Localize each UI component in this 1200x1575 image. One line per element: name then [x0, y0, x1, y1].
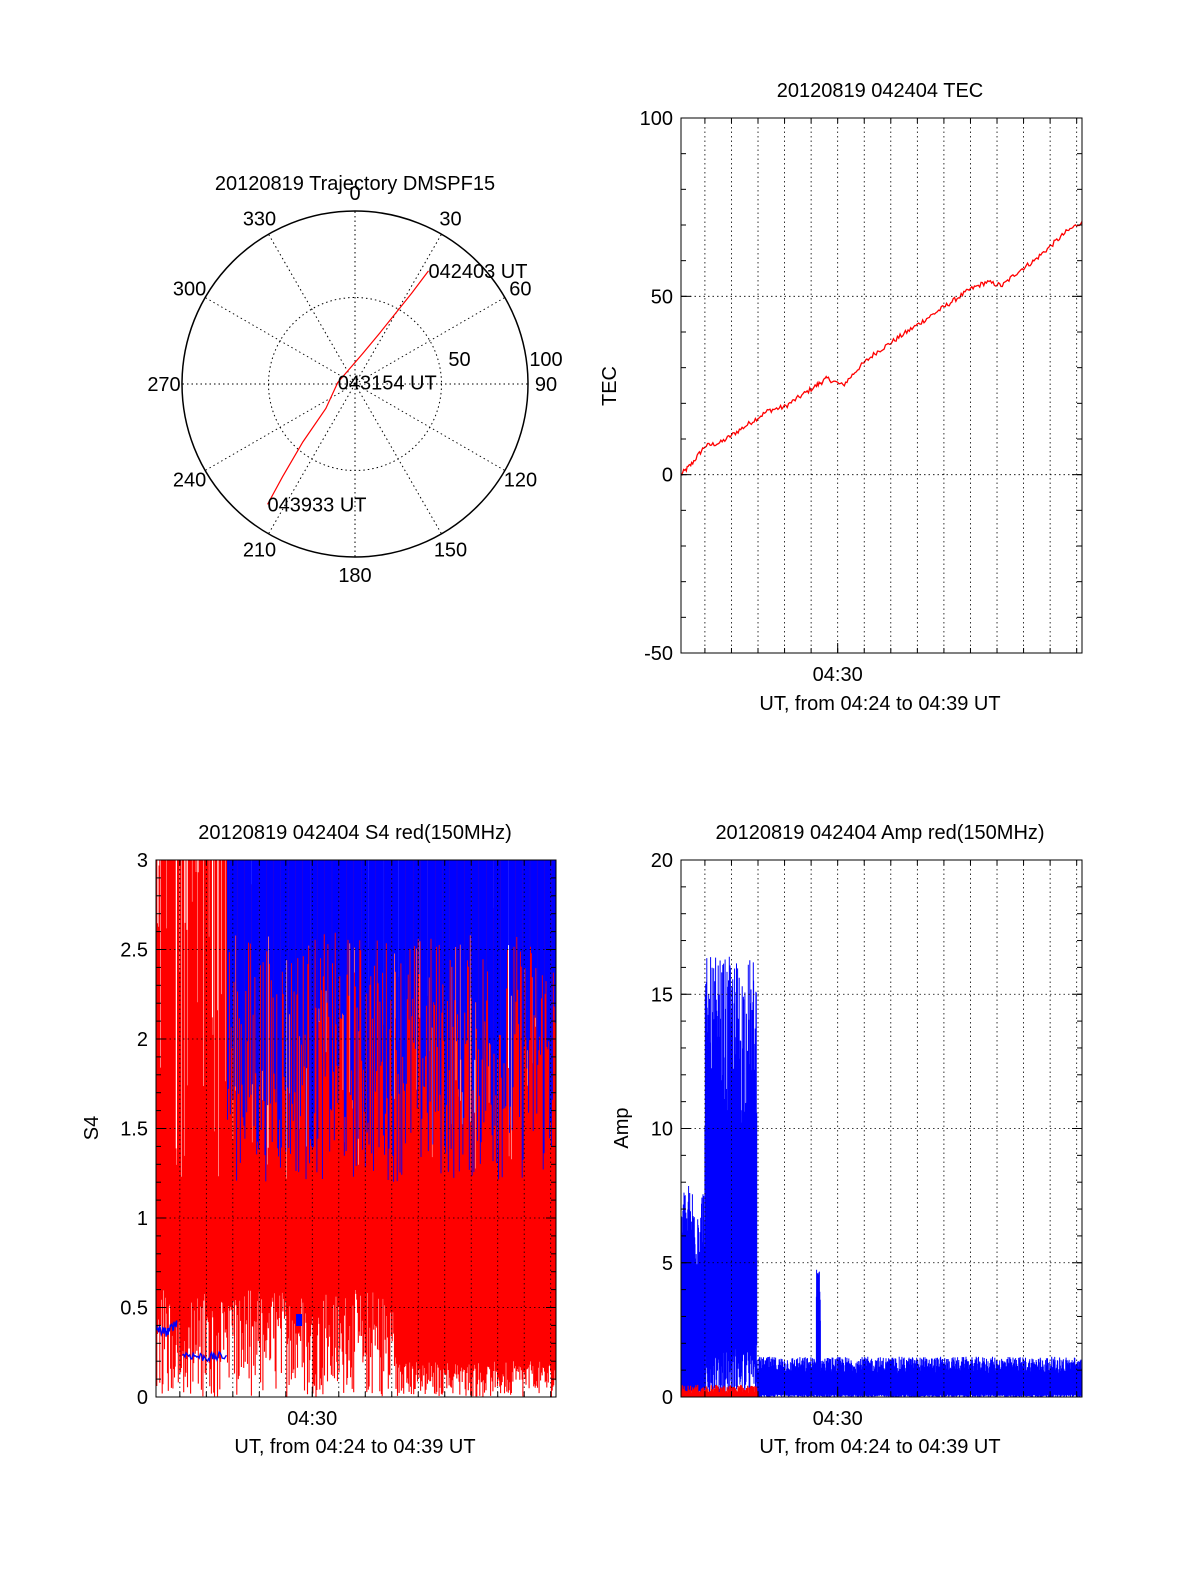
amp-blue-block — [681, 1186, 706, 1397]
trajectory-annotation: 043933 UT — [268, 494, 367, 516]
amp-panel: 20120819 042404 Amp red(150MHz) Amp UT, … — [611, 822, 1083, 1458]
y-tick-label: 0.5 — [120, 1298, 148, 1320]
s4-ylabel: S4 — [81, 1116, 103, 1140]
polar-radial-label-50: 50 — [448, 349, 470, 371]
y-tick-label: 0 — [662, 465, 673, 487]
amp-blue-block — [704, 956, 758, 1397]
polar-grid — [181, 210, 529, 558]
plot-series-layer — [681, 221, 1082, 476]
polar-angle-label-180: 180 — [338, 565, 371, 587]
y-tick-label: 5 — [662, 1253, 673, 1275]
polar-spoke — [268, 233, 356, 385]
polar-spoke — [354, 297, 506, 385]
x-tick-label: 04:30 — [287, 1408, 337, 1430]
x-tick-label: 04:30 — [813, 1408, 863, 1430]
polar-angle-label-90: 90 — [535, 374, 557, 396]
y-tick-label: 20 — [651, 850, 673, 872]
plot-series-layer — [681, 956, 1082, 1397]
trajectory-annotation: 042403 UT — [428, 261, 527, 283]
polar-angle-label-150: 150 — [434, 539, 467, 561]
y-tick-label: 3 — [137, 850, 148, 872]
tec-panel: 20120819 042404 TEC TEC UT, from 04:24 t… — [599, 80, 1083, 715]
s4-plot-area: 0 0.5 1 1.5 2 2.5 3 04:30 — [120, 850, 557, 1430]
y-tick-label: 1 — [137, 1208, 148, 1230]
tec-xlabel: UT, from 04:24 to 04:39 UT — [759, 693, 1000, 715]
s4-blue-series — [227, 860, 556, 1182]
y-tick-label: 2 — [137, 1029, 148, 1051]
tec-ylabel: TEC — [599, 366, 621, 406]
trajectory-annotation: 043154 UT — [338, 372, 437, 394]
x-tick-label: 04:30 — [813, 664, 863, 686]
polar-outer-circle — [181, 210, 529, 558]
y-tick-label: 2.5 — [120, 940, 148, 962]
plot-frame — [680, 117, 1083, 654]
tec-plot-area: -50 0 50 100 04:30 — [640, 108, 1083, 686]
trajectory-annotations: 042403 UT 043154 UT 043933 UT — [268, 261, 528, 517]
polar-angle-label-210: 210 — [243, 539, 276, 561]
amp-blue-block — [815, 1269, 821, 1397]
polar-spoke — [354, 383, 442, 535]
amp-red-series — [681, 1384, 759, 1397]
polar-angle-label-60: 60 — [509, 279, 531, 301]
grid-layer — [681, 118, 1082, 653]
y-tick-label: 15 — [651, 984, 673, 1006]
y-tick-label: -50 — [644, 643, 673, 665]
plot-series-layer — [156, 860, 556, 1397]
s4-title: 20120819 042404 S4 red(150MHz) — [198, 822, 512, 844]
polar-angle-labels: 0 30 60 90 120 150 180 210 240 270 300 330 — [147, 183, 557, 587]
y-tick-label: 0 — [662, 1387, 673, 1409]
polar-angle-label-120: 120 — [504, 470, 537, 492]
trajectory-title: 20120819 Trajectory DMSPF15 — [215, 173, 495, 195]
polar-spoke — [268, 383, 356, 535]
y-tick-label: 10 — [651, 1119, 673, 1141]
y-tick-label: 0 — [137, 1387, 148, 1409]
y-tick-label: 100 — [640, 108, 673, 130]
polar-angle-label-330: 330 — [243, 209, 276, 231]
amp-title: 20120819 042404 Amp red(150MHz) — [715, 822, 1044, 844]
grid-layer — [681, 860, 1082, 1397]
trajectory-track — [267, 270, 429, 505]
polar-spoke — [204, 297, 356, 385]
y-tick-label: 50 — [651, 286, 673, 308]
tec-series-line — [681, 221, 1082, 476]
polar-spoke — [204, 383, 356, 471]
amp-ylabel: Amp — [611, 1107, 633, 1148]
tec-title: 20120819 042404 TEC — [777, 80, 983, 102]
s4-blue-segment — [182, 1350, 228, 1363]
polar-angle-label-300: 300 — [173, 279, 206, 301]
polar-radial-labels: 50 100 — [448, 349, 562, 371]
s4-xlabel: UT, from 04:24 to 04:39 UT — [234, 1436, 475, 1458]
s4-blue-segment — [156, 1320, 178, 1338]
s4-panel: 20120819 042404 S4 red(150MHz) S4 UT, fr… — [81, 822, 557, 1458]
grid-layer — [156, 860, 556, 1397]
s4-blue-segment — [296, 1314, 303, 1327]
polar-angle-label-0: 0 — [349, 183, 360, 205]
polar-spoke — [354, 383, 506, 471]
trajectory-line — [267, 270, 429, 505]
polar-radial-label-100: 100 — [529, 349, 562, 371]
amp-plot-area: 0 5 10 15 20 04:30 — [651, 850, 1083, 1430]
amp-blue-block — [756, 1356, 1082, 1397]
trajectory-panel: 20120819 Trajectory DMSPF15 0 30 60 90 120 15… — [147, 173, 562, 587]
amp-xlabel: UT, from 04:24 to 04:39 UT — [759, 1436, 1000, 1458]
y-tick-label: 1.5 — [120, 1119, 148, 1141]
polar-angle-label-30: 30 — [439, 209, 461, 231]
polar-angle-label-240: 240 — [173, 470, 206, 492]
polar-angle-label-270: 270 — [147, 374, 180, 396]
